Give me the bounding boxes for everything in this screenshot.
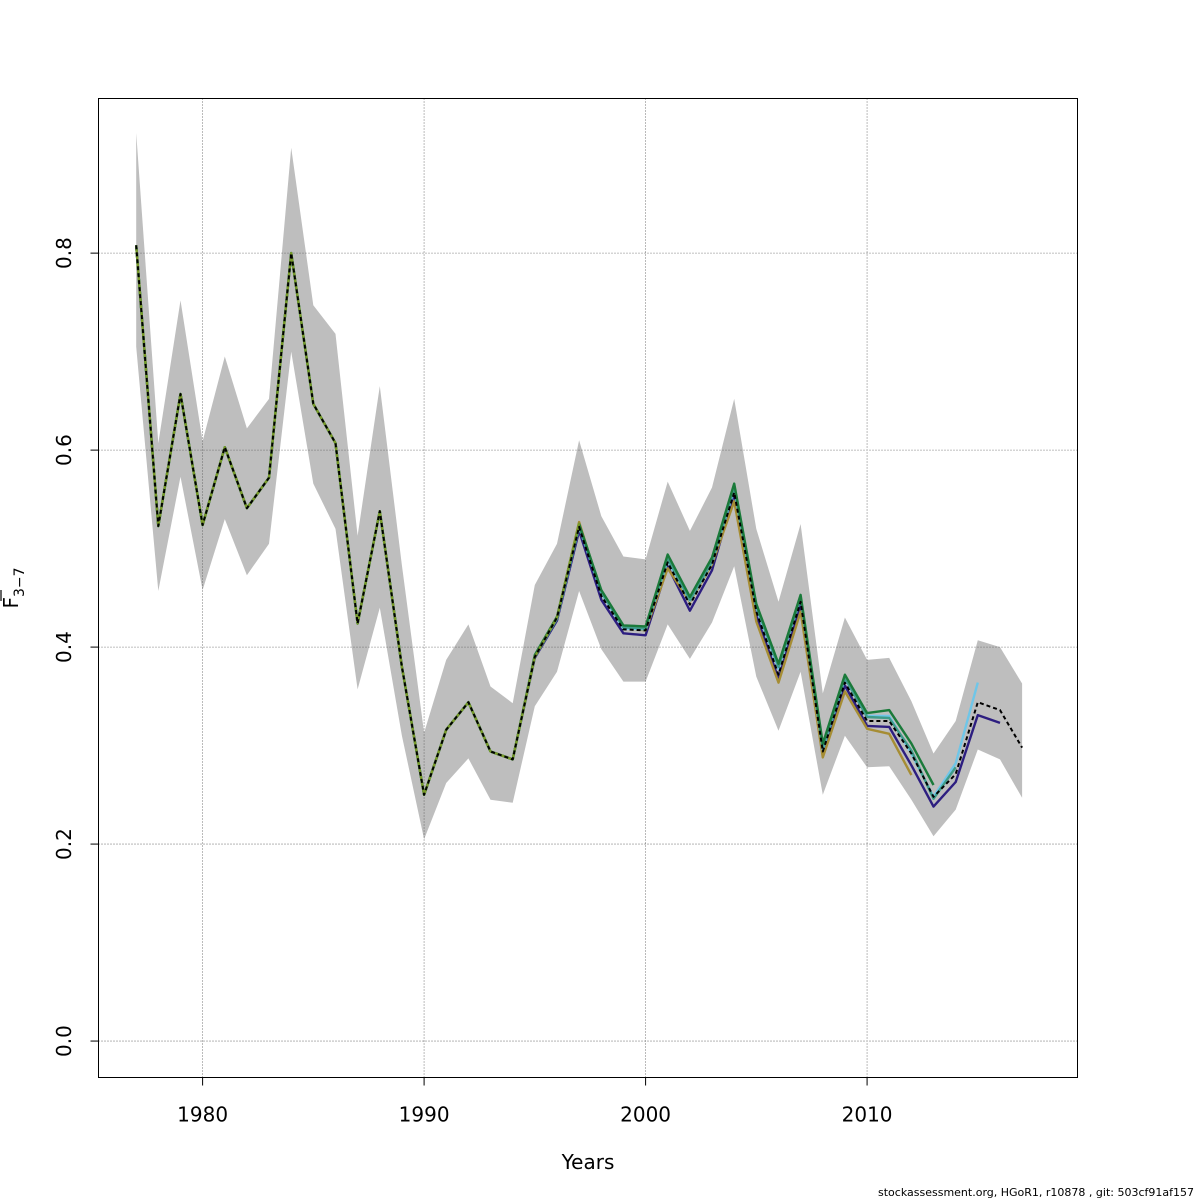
x-axis-title: Years <box>561 1150 615 1174</box>
y-axis-title: F3−7 <box>0 567 28 608</box>
y-axis-title-main: F <box>0 597 23 609</box>
y-axis: 0.0 0.2 0.4 0.6 0.8 <box>52 237 99 1057</box>
x-tick-label: 2010 <box>842 1103 893 1127</box>
grid-layer <box>98 98 1078 1078</box>
y-tick-label: 0.4 <box>52 631 76 663</box>
plot-frame <box>98 98 1078 1078</box>
y-tick-label: 0.8 <box>52 237 76 269</box>
y-tick-label: 0.6 <box>52 434 76 466</box>
y-axis-title-sub: 3−7 <box>12 567 28 597</box>
x-tick-label: 1990 <box>399 1103 450 1127</box>
x-axis: 1980 1990 2000 2010 <box>177 1077 893 1127</box>
series-layer <box>135 245 1023 808</box>
y-tick-label: 0.2 <box>52 828 76 860</box>
y-tick-label: 0.0 <box>52 1025 76 1057</box>
confidence-band-layer <box>136 133 1023 840</box>
x-tick-label: 2000 <box>620 1103 671 1127</box>
series-line-7 <box>135 245 1023 798</box>
x-tick-label: 1980 <box>177 1103 228 1127</box>
confidence-band <box>136 133 1023 840</box>
footer-credit: stockassessment.org, HGoR1, r10878 , git… <box>878 1186 1194 1199</box>
svg-text:F3−7: F3−7 <box>0 567 28 608</box>
